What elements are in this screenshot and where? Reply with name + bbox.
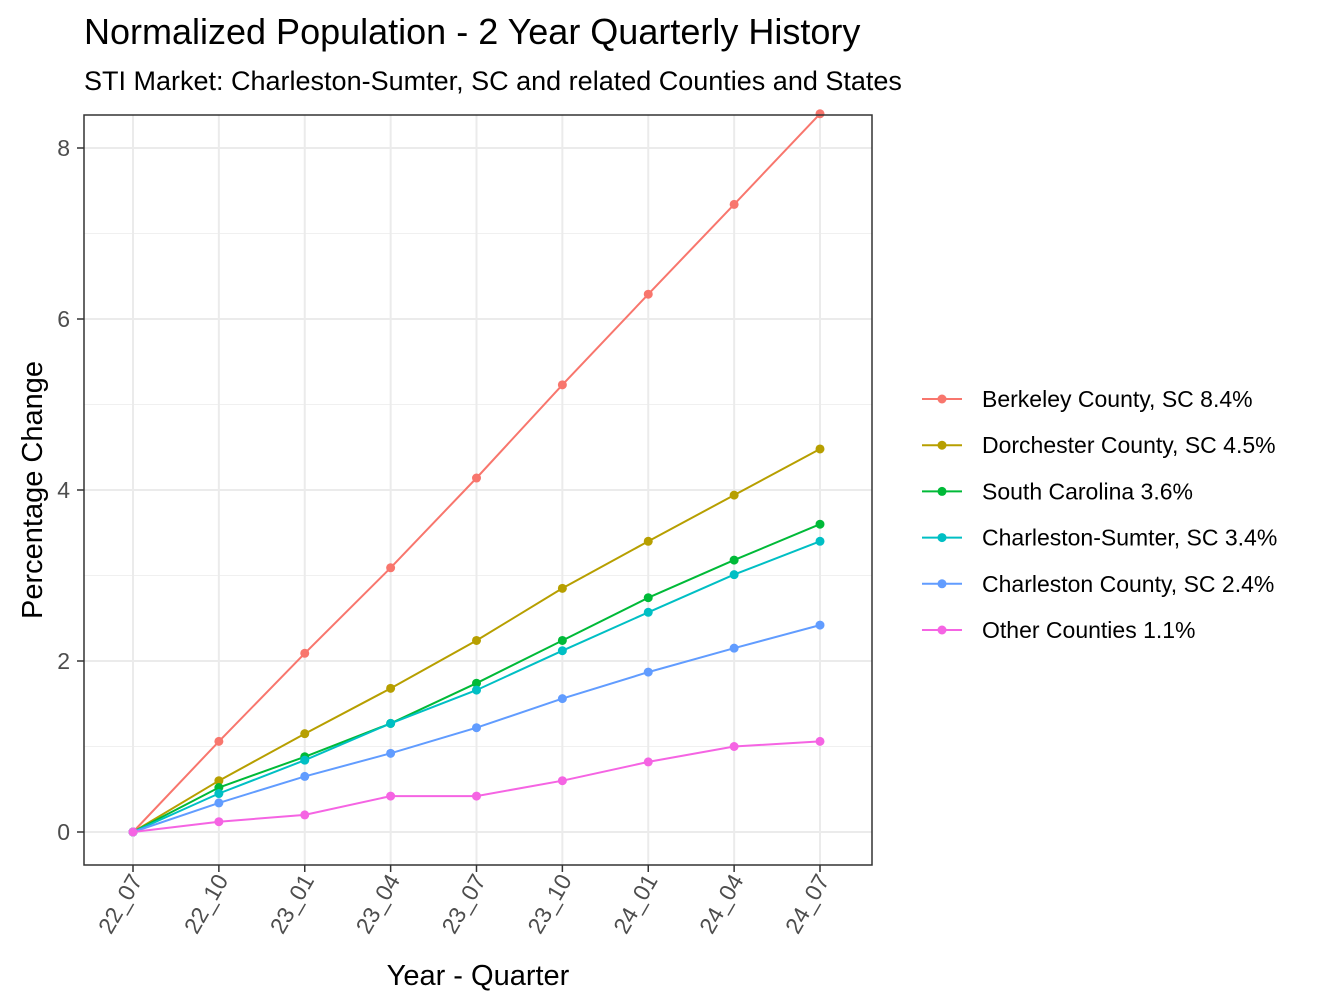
data-point [386,683,396,693]
data-point [472,678,481,688]
data-point [815,736,825,746]
legend-label: South Carolina 3.6% [982,478,1193,504]
legend-label: Charleston County, SC 2.4% [982,571,1274,597]
data-point [643,757,653,767]
y-tick-label: 4 [57,477,70,503]
data-point [214,736,224,746]
data-point [300,755,310,765]
legend-key-point [937,579,947,589]
data-point [557,380,567,390]
y-tick-label: 6 [57,306,70,332]
data-point [300,810,310,820]
data-point [300,771,310,781]
x-tick-label: 24_07 [780,870,835,938]
legend-label: Other Counties 1.1% [982,617,1196,643]
data-point [300,648,310,658]
chart-title: Normalized Population - 2 Year Quarterly… [84,11,860,52]
data-point [643,536,653,546]
legend-key-point [937,394,947,404]
data-point [729,555,739,565]
data-point [643,607,653,617]
data-point [729,643,739,653]
data-point [815,109,825,119]
x-tick-label: 24_01 [608,870,663,938]
data-point [214,789,224,799]
data-point [214,798,224,808]
data-point [815,620,825,630]
data-point [815,444,825,454]
data-point [386,563,396,573]
data-point [386,748,396,758]
data-point [386,791,396,801]
data-point [815,536,825,546]
legend-key-point [937,625,947,635]
legend-key-point [937,486,947,496]
x-tick-label: 22_07 [93,870,148,938]
data-point [214,776,224,786]
data-point [557,694,567,704]
data-point [643,667,653,677]
y-tick-label: 8 [57,135,70,161]
data-point [729,490,739,500]
legend-label: Dorchester County, SC 4.5% [982,432,1276,458]
data-point [214,817,224,827]
x-tick-label: 22_10 [179,870,234,938]
data-point [815,519,825,529]
data-point [643,593,653,603]
legend: Berkeley County, SC 8.4% Dorchester Count… [922,386,1277,643]
data-point [643,289,653,299]
x-tick-label: 23_07 [436,870,491,938]
x-tick-label: 23_01 [265,870,320,938]
data-point [729,199,739,209]
data-point [729,570,739,580]
data-point [472,685,481,695]
legend-label: Charleston-Sumter, SC 3.4% [982,525,1277,551]
x-tick-label: 23_10 [522,870,577,938]
data-point [557,583,567,593]
data-point [300,729,310,739]
data-point [472,635,481,645]
y-axis-title: Percentage Change [17,361,49,619]
data-point [557,646,567,656]
data-point [557,635,567,645]
x-axis-title: Year - Quarter [387,960,570,992]
chart-subtitle: STI Market: Charleston-Sumter, SC and re… [84,66,902,96]
data-point [472,723,481,733]
data-point [472,473,481,483]
y-tick-label: 0 [57,819,70,845]
x-tick-label: 24_04 [694,869,749,938]
data-point [472,791,481,801]
legend-key-point [937,533,947,543]
data-point [128,827,138,837]
legend-label: Berkeley County, SC 8.4% [982,386,1253,412]
x-tick-label: 23_04 [350,869,405,938]
data-point [386,718,396,728]
data-point [557,776,567,786]
data-point [729,742,739,751]
legend-key-point [937,440,947,450]
series-layer [128,109,825,837]
y-tick-label: 2 [57,648,70,674]
